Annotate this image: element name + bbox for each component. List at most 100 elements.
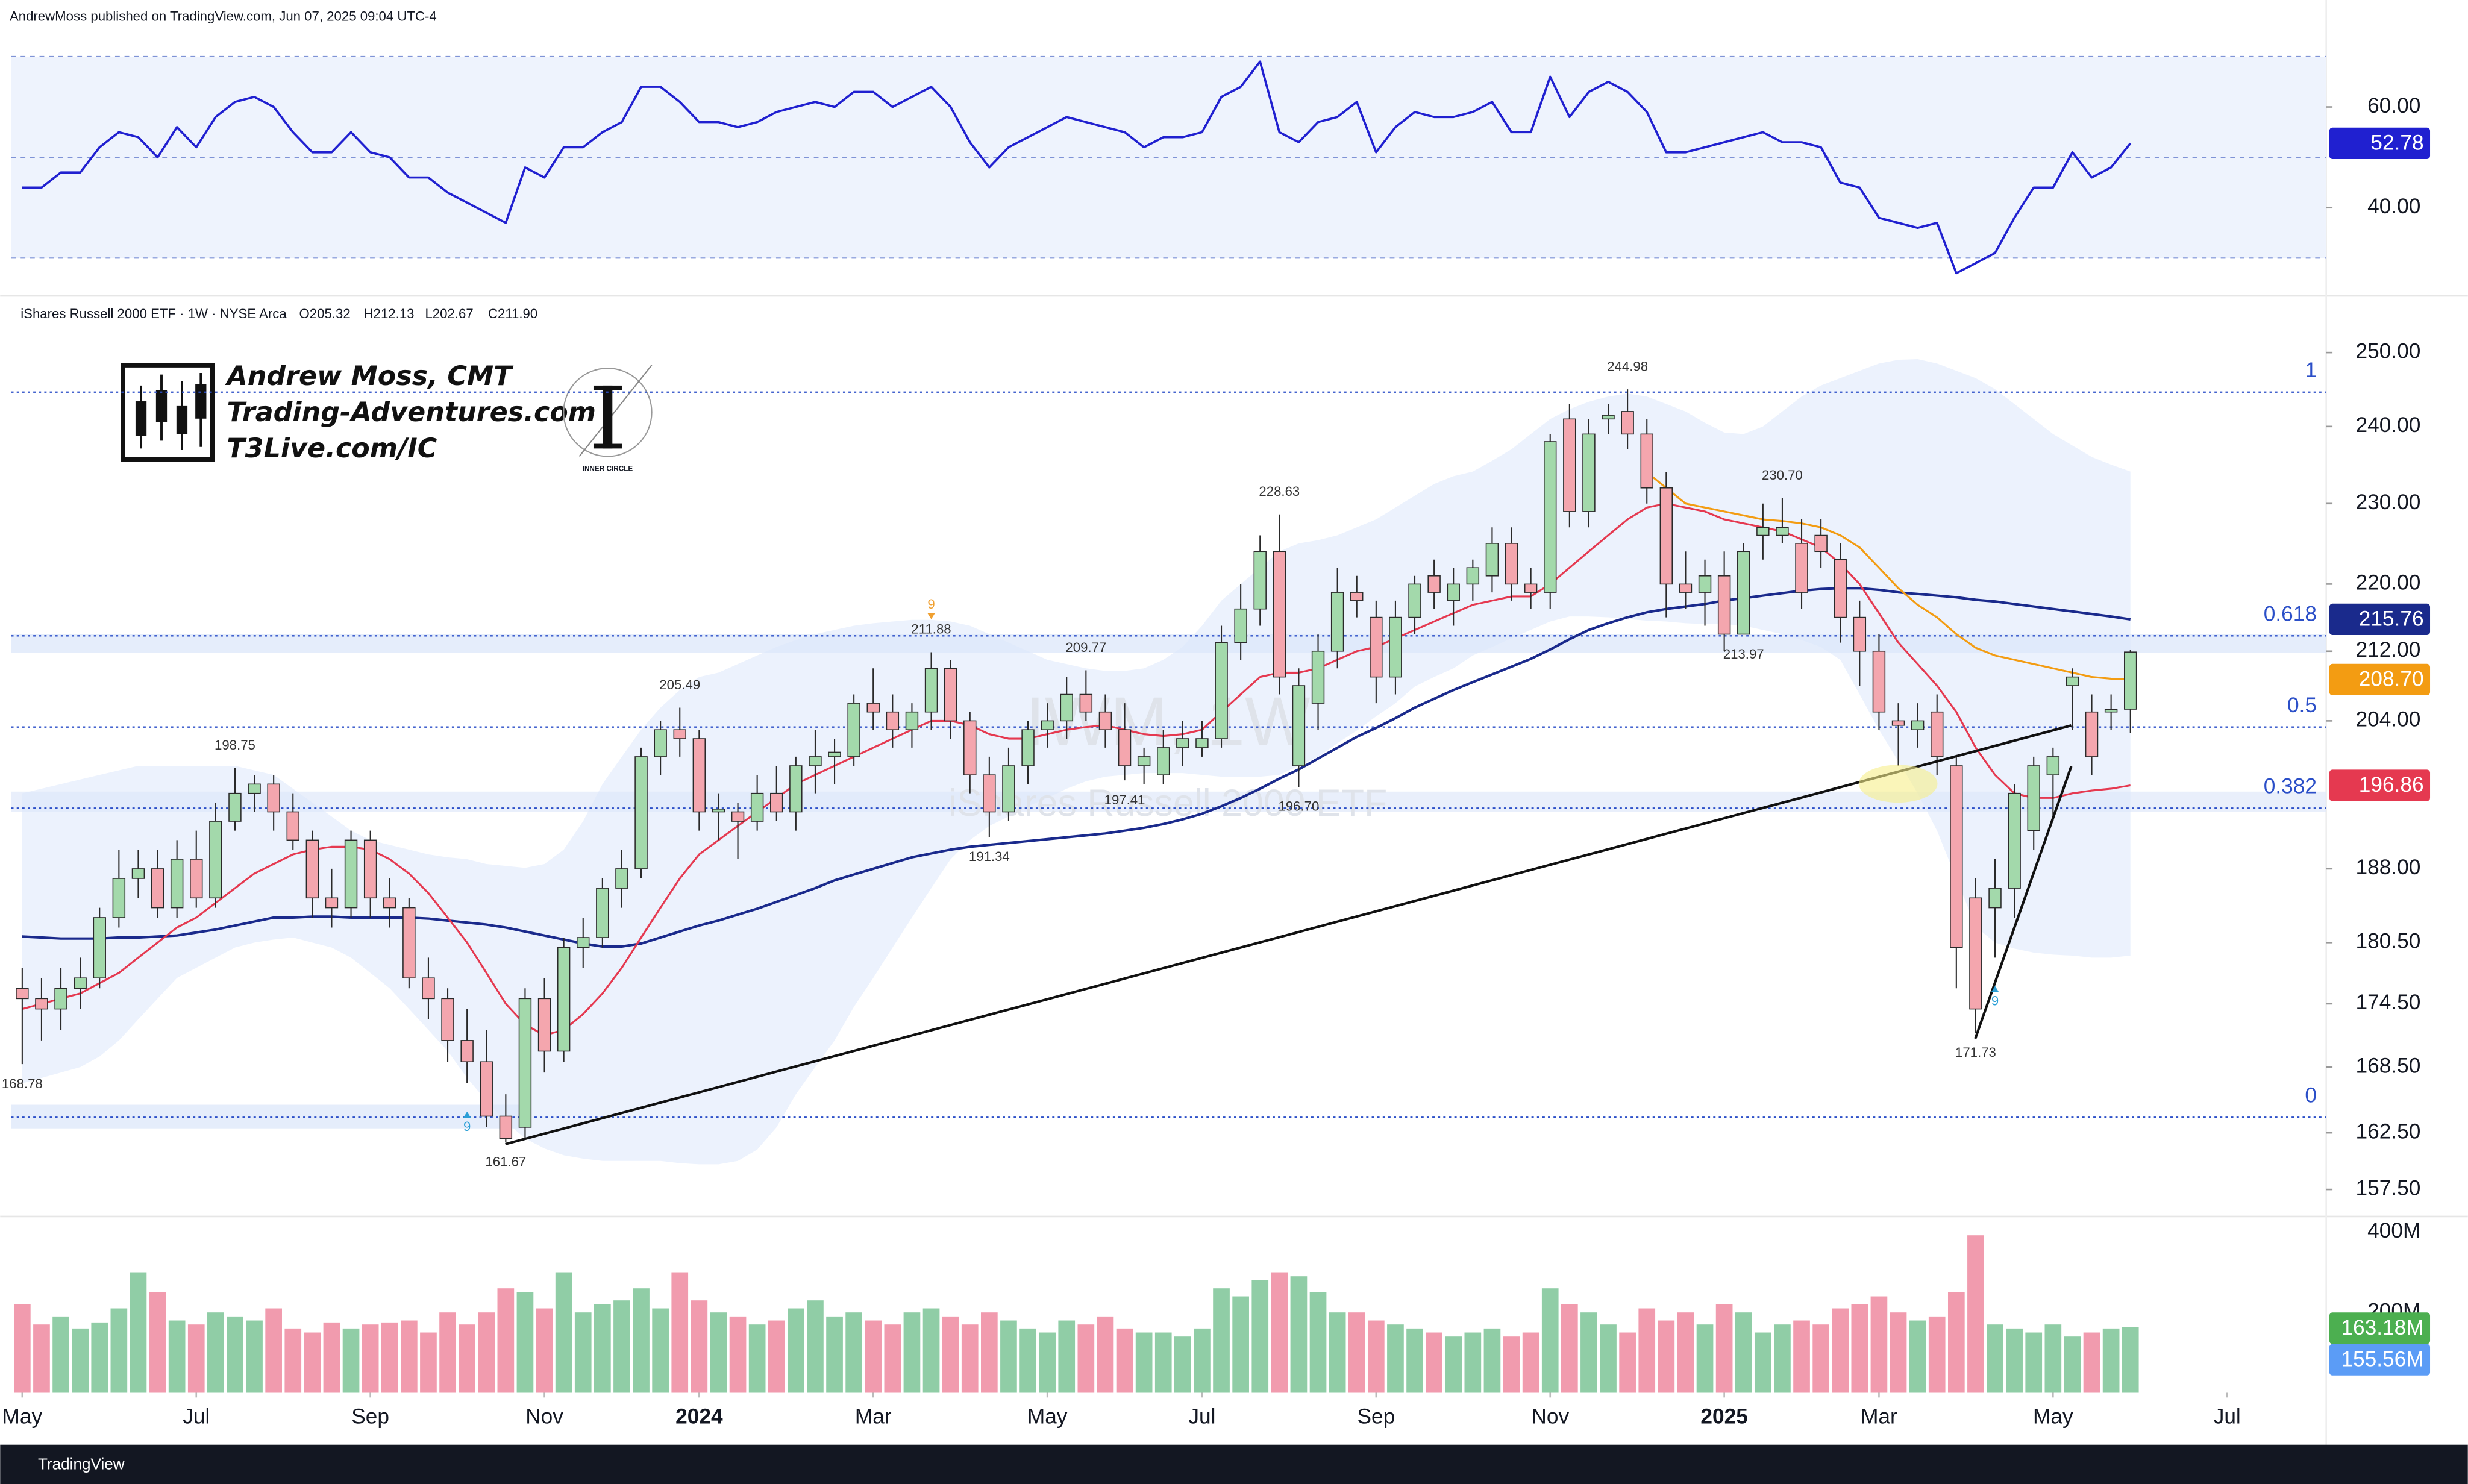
- candle-body: [190, 859, 203, 899]
- x-tick-label: 2024: [675, 1405, 723, 1429]
- volume-bar: [304, 1332, 321, 1393]
- candle-body: [1853, 616, 1867, 652]
- volume-bar: [652, 1308, 669, 1393]
- candle-body: [847, 703, 860, 757]
- extreme-label: 197.41: [1104, 792, 1145, 807]
- volume-bar: [729, 1316, 747, 1393]
- candle-body: [131, 868, 145, 879]
- candle-body: [1195, 738, 1209, 748]
- y-tick-label: 168.50: [2356, 1054, 2421, 1077]
- ma-last-label-box: [2329, 603, 2431, 636]
- candle-body: [1350, 592, 1364, 601]
- volume-bar: [72, 1328, 89, 1393]
- ma-last-label-box: [2329, 769, 2431, 801]
- volume-bar: [1039, 1332, 1056, 1393]
- moving-average: [22, 587, 2131, 948]
- candle-body: [537, 998, 551, 1052]
- volume-bar: [1077, 1324, 1095, 1393]
- candle-body: [1621, 411, 1634, 435]
- candle-body: [1582, 433, 1596, 512]
- volume-bar: [633, 1288, 650, 1393]
- candle-body: [112, 878, 126, 918]
- candle-body: [634, 756, 648, 869]
- volume-bar: [91, 1322, 108, 1393]
- header-low: L202.67: [425, 306, 473, 321]
- volume-bar: [497, 1288, 515, 1393]
- volume-tick-label: 400M: [2367, 1219, 2420, 1242]
- candle-body: [1776, 527, 1789, 536]
- volume-bar: [130, 1272, 147, 1393]
- candle-body: [770, 792, 783, 813]
- publisher: AndrewMoss published on TradingView.com,…: [10, 9, 437, 24]
- candle-body: [1292, 685, 1306, 766]
- candle-body: [1544, 441, 1557, 593]
- volume-bar: [1677, 1312, 1694, 1393]
- plot-layer: [11, 55, 2333, 1398]
- y-tick-label: 250.00: [2356, 339, 2421, 363]
- volume-bar: [1832, 1308, 1849, 1393]
- volume-bar: [401, 1320, 418, 1393]
- volume-bar: [1619, 1332, 1636, 1393]
- volume-bar: [1541, 1288, 1559, 1393]
- x-tick-label: Nov: [1531, 1405, 1569, 1429]
- candle-body: [1911, 720, 1925, 730]
- candle-body: [1447, 583, 1460, 601]
- logo-name: Andrew Moss, CMT: [225, 361, 514, 392]
- y-tick-label: 230.00: [2356, 490, 2421, 514]
- candle-body: [983, 774, 996, 813]
- candle-body: [1659, 487, 1673, 585]
- volume-bar: [768, 1320, 785, 1393]
- candle-body: [422, 977, 435, 1000]
- ma-last-label: 196.86: [2359, 773, 2424, 797]
- volume-bar: [1947, 1292, 1965, 1393]
- candle-body: [1137, 756, 1151, 766]
- header-close: C211.90: [488, 306, 537, 321]
- volume-bar: [1445, 1336, 1462, 1393]
- rsi-last-label-box: [2329, 127, 2431, 160]
- candle-body: [1872, 650, 1886, 713]
- setup-count: 9: [1991, 993, 1999, 1008]
- candle-body: [1485, 543, 1499, 577]
- candle-body: [93, 917, 106, 978]
- volume-bar: [1464, 1332, 1482, 1393]
- volume-bar: [1735, 1312, 1752, 1393]
- y-tick-label: 157.50: [2356, 1176, 2421, 1200]
- candle-body: [2046, 756, 2060, 775]
- candle-body: [2104, 709, 2118, 713]
- band-fill: [22, 358, 2131, 1165]
- x-tick-label: Mar: [1861, 1405, 1897, 1429]
- candle-body: [1679, 583, 1693, 593]
- volume-bar: [1406, 1328, 1423, 1393]
- y-tick-label: 188.00: [2356, 856, 2421, 879]
- logo: Andrew Moss, CMT Trading-Adventures.com …: [121, 361, 653, 472]
- footer-bar: [0, 1444, 2468, 1484]
- volume-bar: [961, 1324, 979, 1393]
- volume-bar: [942, 1316, 959, 1393]
- candle-body: [1021, 729, 1035, 766]
- volume-bar: [1580, 1312, 1597, 1393]
- extreme-label: 168.78: [2, 1076, 43, 1091]
- candle-body: [209, 821, 222, 899]
- volume-bar: [1194, 1328, 1211, 1393]
- badge-glyph: [593, 443, 622, 449]
- setup-arrow: [927, 613, 936, 619]
- volume-bar: [149, 1292, 166, 1393]
- volume-bar: [1658, 1320, 1675, 1393]
- volume-bar: [574, 1312, 592, 1393]
- logo-frame: [121, 363, 215, 462]
- volume-bar: [439, 1312, 456, 1393]
- candle-body: [692, 738, 706, 813]
- candle-body: [866, 703, 880, 713]
- candle-body: [1969, 897, 1982, 1010]
- y-tick-label: 220.00: [2356, 571, 2421, 595]
- watermark-description: iShares Russell 2000 ETF: [948, 782, 1387, 824]
- volume-bar: [342, 1328, 360, 1393]
- volume-bar: [1290, 1276, 1308, 1393]
- volume-bar: [710, 1312, 727, 1393]
- volume-bar: [845, 1312, 862, 1393]
- candle-body: [402, 907, 416, 978]
- x-tick-label: Nov: [525, 1405, 563, 1429]
- fib-ratio: 0.382: [2264, 775, 2317, 798]
- volume-bar: [1774, 1324, 1791, 1393]
